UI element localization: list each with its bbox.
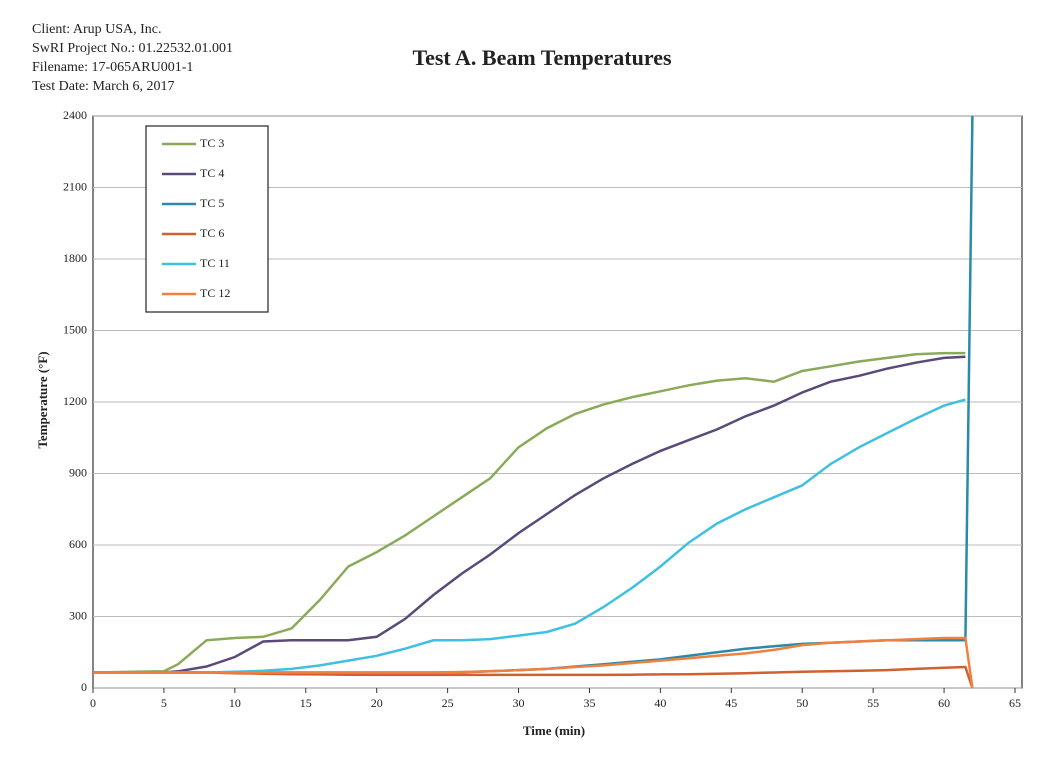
legend-label: TC 6 xyxy=(200,226,224,240)
y-tick-label: 0 xyxy=(81,680,87,694)
x-tick-label: 65 xyxy=(1009,696,1021,710)
series-line xyxy=(92,351,966,674)
x-tick-label: 50 xyxy=(796,696,808,710)
y-tick-label: 900 xyxy=(69,465,87,479)
legend-label: TC 4 xyxy=(200,166,224,180)
x-tick-label: 15 xyxy=(300,696,312,710)
y-tick-label: 600 xyxy=(69,537,87,551)
x-tick-label: 30 xyxy=(513,696,525,710)
x-tick-label: 55 xyxy=(867,696,879,710)
header-line: SwRI Project No.: 01.22532.01.001 xyxy=(32,41,233,56)
chart-title: Test A. Beam Temperatures xyxy=(412,45,672,70)
header-line: Test Date: March 6, 2017 xyxy=(32,79,174,94)
x-tick-label: 10 xyxy=(229,696,241,710)
y-axis-label: Temperature (°F) xyxy=(35,351,50,448)
series-line xyxy=(93,355,966,674)
legend-label: TC 3 xyxy=(200,136,224,150)
x-tick-label: 45 xyxy=(725,696,737,710)
header-line: Filename: 17-065ARU001-1 xyxy=(32,60,193,75)
x-tick-label: 20 xyxy=(371,696,383,710)
x-tick-label: 60 xyxy=(938,696,950,710)
y-tick-label: 2100 xyxy=(63,179,87,193)
y-tick-label: 1500 xyxy=(63,322,87,336)
legend-label: TC 11 xyxy=(200,256,230,270)
x-tick-label: 0 xyxy=(90,696,96,710)
y-tick-label: 300 xyxy=(69,608,87,622)
legend-label: TC 12 xyxy=(200,286,230,300)
y-tick-label: 2400 xyxy=(63,108,87,122)
x-axis-label: Time (min) xyxy=(523,723,585,738)
x-tick-label: 25 xyxy=(442,696,454,710)
y-tick-label: 1800 xyxy=(63,251,87,265)
series-line xyxy=(93,665,974,689)
series-line xyxy=(93,636,974,689)
series-line xyxy=(93,398,966,674)
legend-box xyxy=(145,125,269,313)
y-tick-label: 1200 xyxy=(63,394,87,408)
header-line: Client: Arup USA, Inc. xyxy=(32,22,162,37)
x-tick-label: 40 xyxy=(654,696,666,710)
x-tick-label: 5 xyxy=(161,696,167,710)
legend-label: TC 5 xyxy=(200,196,224,210)
x-tick-label: 35 xyxy=(583,696,595,710)
